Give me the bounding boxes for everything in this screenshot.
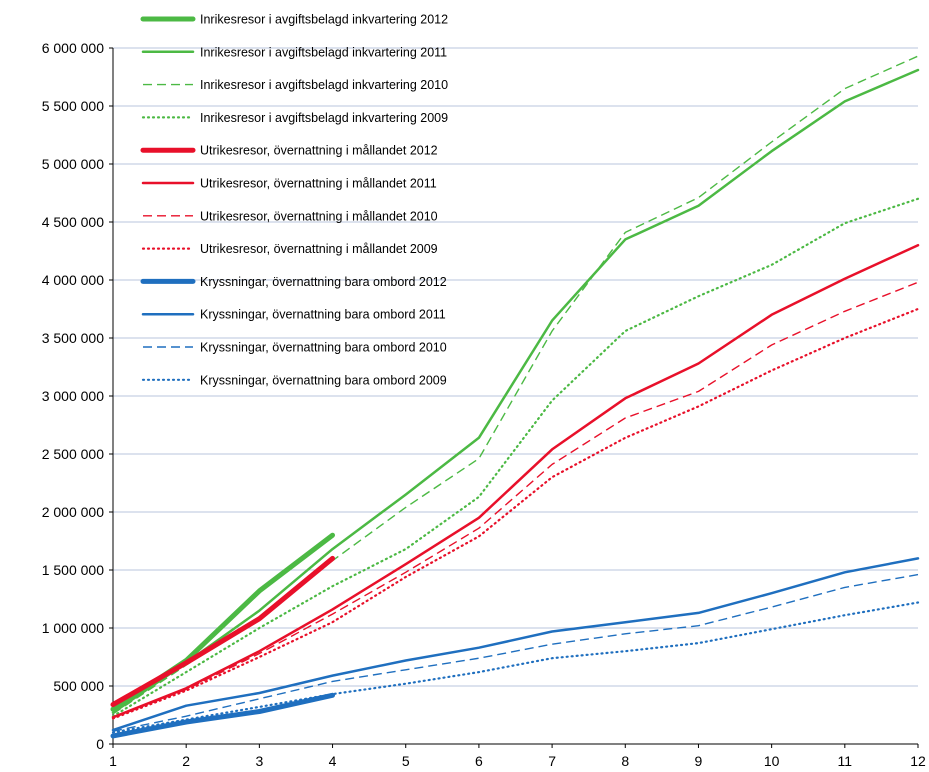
y-tick-label: 5 500 000 — [42, 98, 104, 114]
y-tick-label: 500 000 — [53, 678, 104, 694]
legend-label: Kryssningar, övernattning bara ombord 20… — [200, 373, 447, 387]
y-tick-label: 3 000 000 — [42, 388, 104, 404]
y-tick-label: 1 000 000 — [42, 620, 104, 636]
x-tick-label: 9 — [695, 753, 703, 769]
legend-label: Utrikesresor, övernattning i mållandet 2… — [200, 209, 438, 223]
x-tick-label: 4 — [329, 753, 337, 769]
legend-label: Utrikesresor, övernattning i mållandet 2… — [200, 242, 438, 256]
legend-label: Inrikesresor i avgiftsbelagd inkvarterin… — [200, 78, 448, 92]
series-line — [111, 68, 920, 714]
y-tick-label: 3 500 000 — [42, 330, 104, 346]
y-tick-label: 2 500 000 — [42, 446, 104, 462]
series-line — [111, 197, 920, 718]
x-tick-label: 7 — [548, 753, 556, 769]
legend-label: Inrikesresor i avgiftsbelagd inkvarterin… — [200, 111, 448, 125]
series-line — [111, 601, 920, 734]
x-tick-label: 12 — [910, 753, 926, 769]
x-tick-label: 8 — [621, 753, 629, 769]
x-tick-label: 11 — [838, 753, 853, 769]
y-tick-label: 0 — [96, 736, 104, 752]
series-line — [111, 243, 920, 719]
legend-label: Kryssningar, övernattning bara ombord 20… — [200, 341, 447, 355]
y-tick-label: 4 000 000 — [42, 272, 104, 288]
series-line — [110, 692, 335, 739]
legend-label: Kryssningar, övernattning bara ombord 20… — [200, 275, 447, 289]
legend-label: Utrikesresor, övernattning i mållandet 2… — [200, 144, 438, 158]
legend-label: Inrikesresor i avgiftsbelagd inkvarterin… — [200, 13, 448, 27]
axes: 0 500 000 1 000 000 1 500 000 2 000 000 2 500… — [42, 40, 926, 769]
series-line — [112, 281, 919, 719]
legend-label: Utrikesresor, övernattning i mållandet 2… — [200, 177, 437, 191]
series-line — [111, 307, 920, 720]
series-line — [112, 573, 919, 732]
y-tick-label: 4 500 000 — [42, 214, 104, 230]
series-line — [110, 555, 335, 708]
x-tick-label: 2 — [182, 753, 190, 769]
x-tick-label: 3 — [255, 753, 263, 769]
y-tick-label: 2 000 000 — [42, 504, 104, 520]
legend-label: Kryssningar, övernattning bara ombord 20… — [200, 308, 446, 322]
legend-label: Inrikesresor i avgiftsbelagd inkvarterin… — [200, 45, 447, 59]
y-tick-label: 1 500 000 — [42, 562, 104, 578]
series-line — [111, 557, 920, 732]
y-tick-label: 6 000 000 — [42, 40, 104, 56]
y-tick-label: 5 000 000 — [42, 156, 104, 172]
x-tick-label: 1 — [109, 753, 117, 769]
legend: Inrikesresor i avgiftsbelagd inkvarterin… — [140, 13, 448, 387]
x-tick-label: 10 — [764, 753, 780, 769]
x-tick-label: 6 — [475, 753, 483, 769]
x-tick-label: 5 — [402, 753, 410, 769]
series-lines — [110, 55, 920, 739]
